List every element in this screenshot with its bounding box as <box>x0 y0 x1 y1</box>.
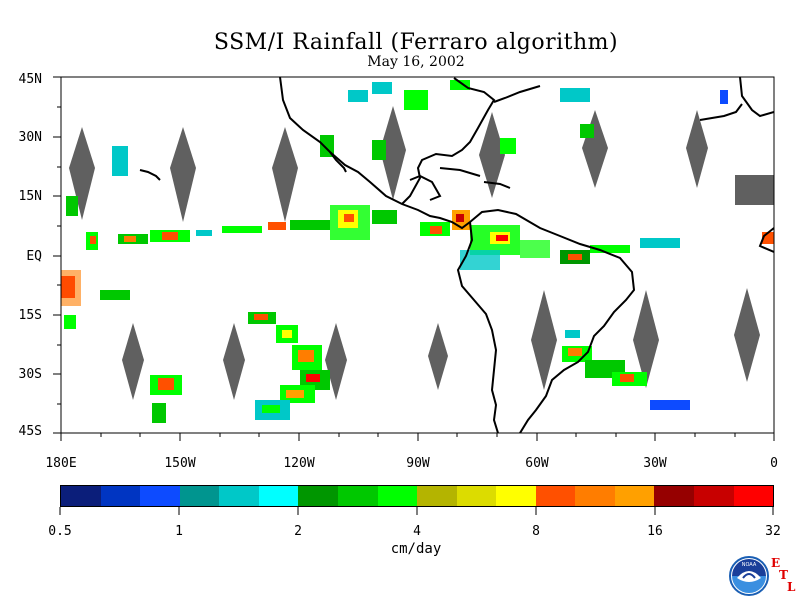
lat-label-30n: 30N <box>18 130 42 145</box>
rain-bands <box>61 80 774 423</box>
colorbar-swatch <box>456 486 497 506</box>
colorbar-label-4: 4 <box>413 524 421 539</box>
colorbar-units: cm/day <box>390 541 442 557</box>
noaa-logo: NOAA <box>729 556 769 596</box>
lon-label-180e: 180E <box>45 456 77 471</box>
coastlines <box>139 77 774 433</box>
colorbar-swatch <box>298 486 338 506</box>
colorbar-swatch <box>654 486 694 506</box>
colorbar-label-2: 2 <box>294 524 302 539</box>
colorbar-swatch <box>337 486 378 506</box>
axis-ticks <box>53 76 775 441</box>
colorbar-label-0-5: 0.5 <box>48 524 72 539</box>
colorbar-label-1: 1 <box>175 524 183 539</box>
colorbar-swatch <box>575 486 615 506</box>
lat-label-15n: 15N <box>18 189 42 204</box>
noaa-logo-text: NOAA <box>742 562 757 568</box>
colorbar-swatch <box>496 486 536 506</box>
colorbar-swatch <box>733 486 774 506</box>
lon-label-120w: 120W <box>283 456 315 471</box>
lon-label-60w: 60W <box>525 456 549 471</box>
colorbar-swatch <box>535 486 576 506</box>
colorbar-label-32: 32 <box>765 524 781 539</box>
colorbar-swatch <box>219 486 259 506</box>
map-title: SSM/I Rainfall (Ferraro algorithm) <box>213 30 619 55</box>
lon-label-0: 0 <box>770 456 778 471</box>
rainfall-map <box>53 76 775 441</box>
lon-label-90w: 90W <box>406 456 430 471</box>
colorbar-swatch <box>377 486 418 506</box>
lat-label-45n: 45N <box>18 72 42 87</box>
colorbar-ticks <box>59 507 774 515</box>
etl-letter-e: E <box>771 556 781 570</box>
colorbar-swatch <box>417 486 457 506</box>
lon-label-30w: 30W <box>643 456 667 471</box>
colorbar-swatch <box>614 486 655 506</box>
etl-letter-t: T <box>779 568 788 582</box>
colorbar-swatch <box>258 486 299 506</box>
colorbar <box>60 485 774 507</box>
lat-label-30s: 30S <box>18 367 42 382</box>
lon-label-150w: 150W <box>164 456 196 471</box>
colorbar-label-8: 8 <box>532 524 540 539</box>
lat-label-15s: 15S <box>18 308 42 323</box>
lat-label-eq: EQ <box>26 249 42 264</box>
colorbar-swatch <box>694 486 734 506</box>
colorbar-swatch <box>61 486 101 506</box>
colorbar-swatch <box>179 486 220 506</box>
colorbar-label-16: 16 <box>647 524 663 539</box>
etl-letter-l: L <box>787 580 796 594</box>
lat-label-45s: 45S <box>18 424 42 439</box>
colorbar-swatch <box>140 486 180 506</box>
swath-gaps <box>69 106 774 400</box>
map-date: May 16, 2002 <box>367 54 465 70</box>
colorbar-swatch <box>100 486 141 506</box>
